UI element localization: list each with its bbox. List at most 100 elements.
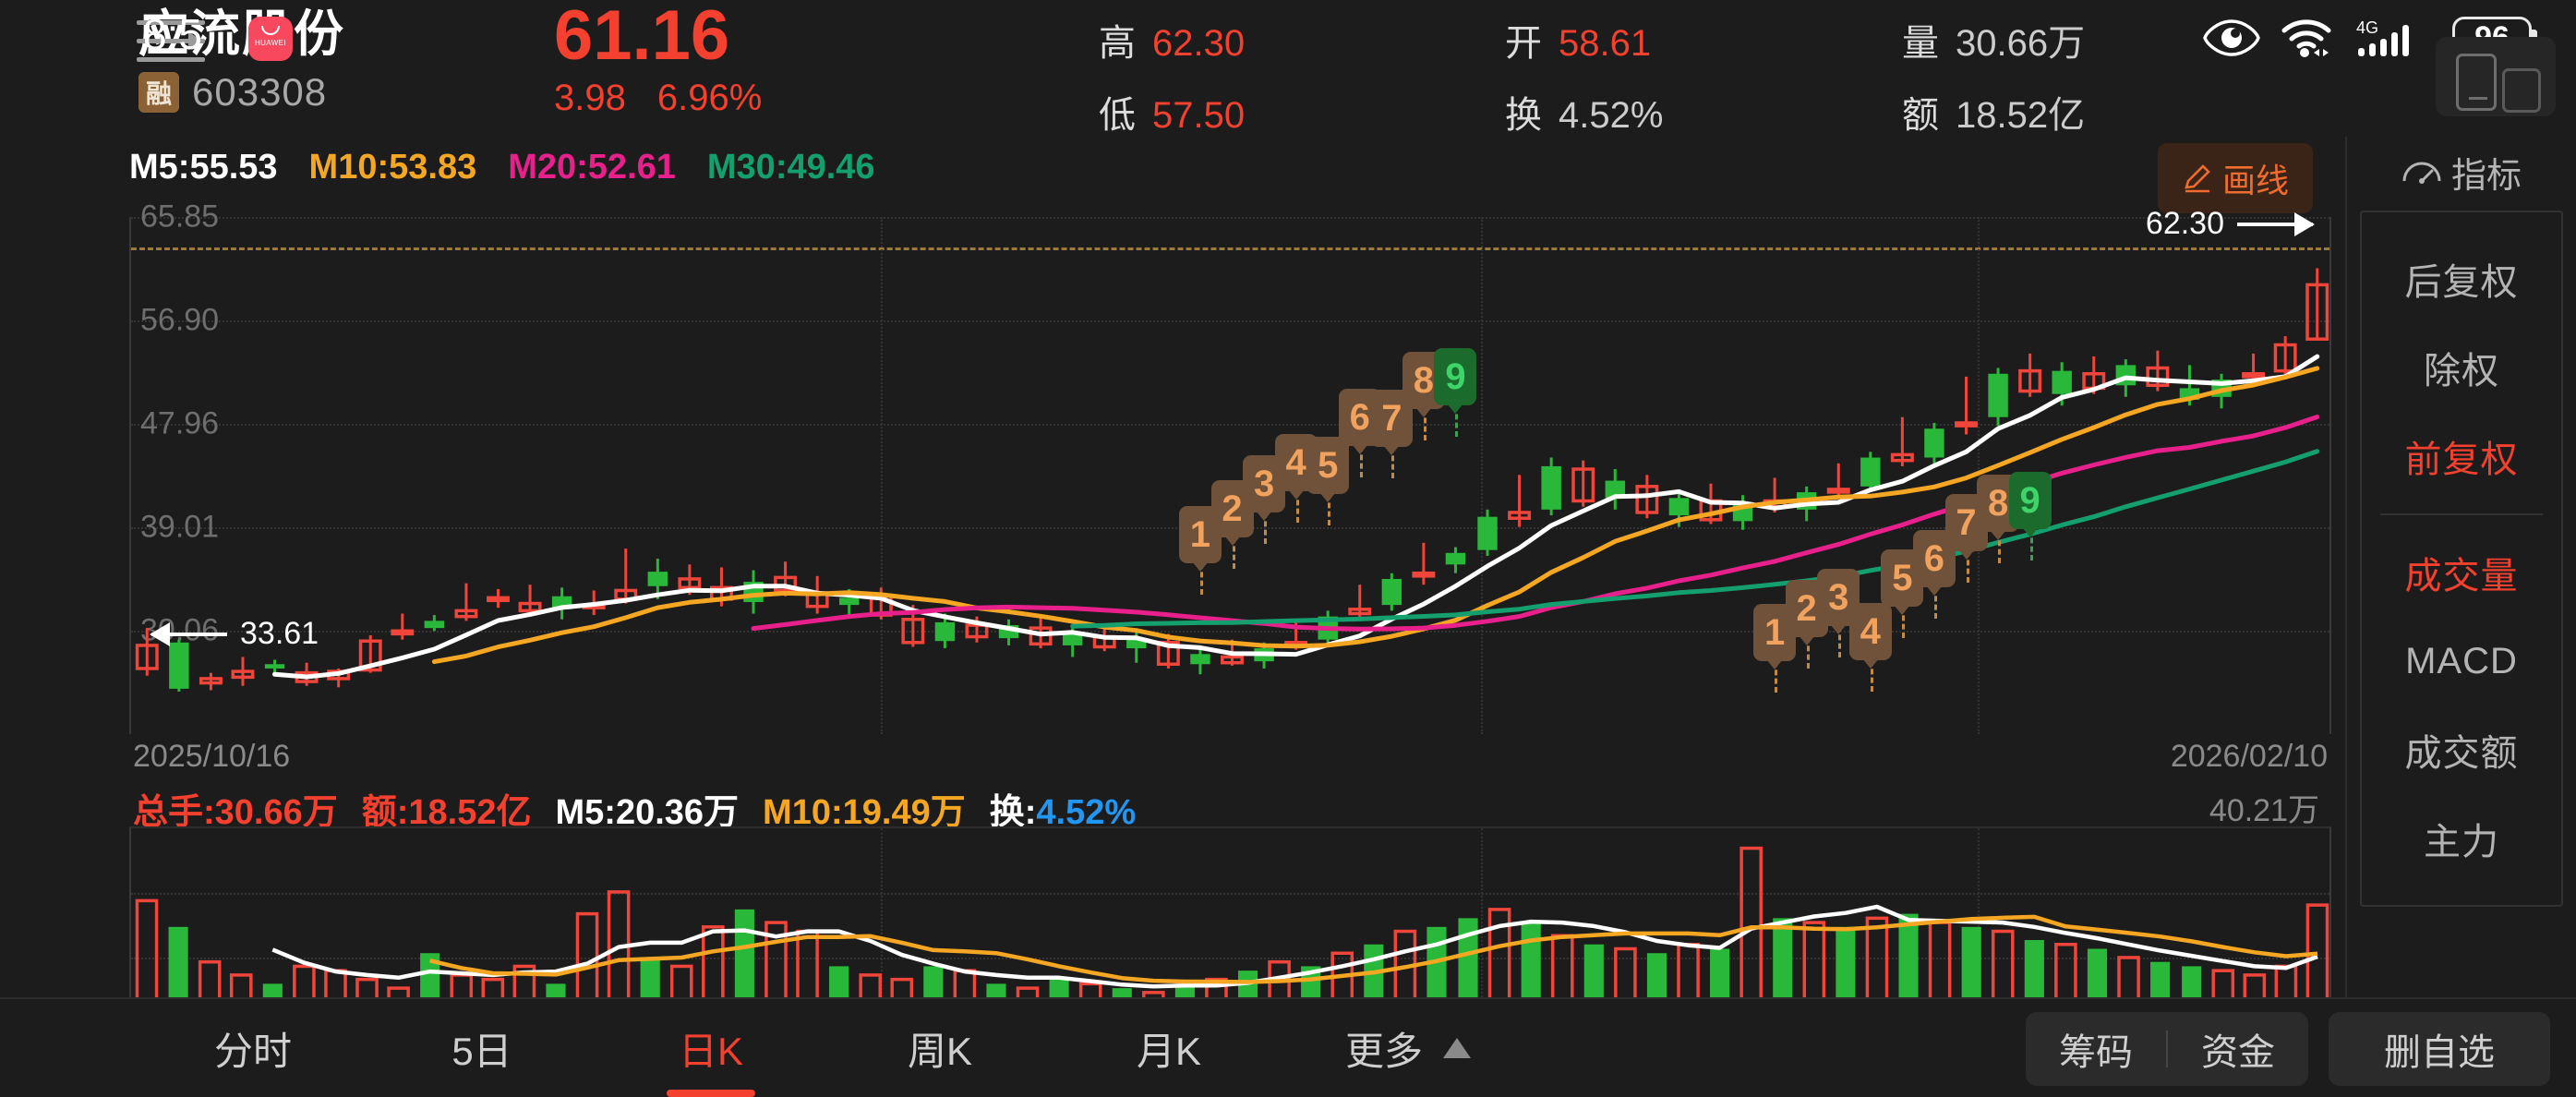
month-separator-1 — [881, 217, 883, 734]
gridline-30-06 — [131, 631, 2329, 633]
funds-button[interactable]: 资金 — [2201, 1032, 2275, 1073]
stat-volume: 量 30.66万 — [1902, 13, 2085, 66]
sidebar-item-volume[interactable]: 成交量 — [2404, 556, 2519, 597]
tab-5day-label: 5日 — [451, 1029, 512, 1073]
stat-high-value: 62.30 — [1152, 23, 1246, 64]
volume-month-separator-2 — [1481, 828, 1483, 1023]
tab-fenshi-label: 分时 — [213, 1029, 292, 1073]
td-stem-2 — [1232, 537, 1235, 569]
price-chart-panel[interactable]: 65.85 56.90 47.96 39.01 30.06 62.30 33.6… — [129, 199, 2331, 734]
sidebar-item-chuquan[interactable]: 除权 — [2424, 351, 2499, 392]
tab-5day[interactable]: 5日 — [367, 999, 596, 1097]
y-tick-2: 47.96 — [140, 405, 220, 441]
stats-column-1: 高 62.30 低 57.50 — [1099, 13, 1245, 139]
gridline-47-96 — [131, 424, 2329, 426]
indicator-header[interactable]: 指标 — [2347, 137, 2576, 207]
tab-daily-k[interactable]: 日K — [596, 999, 825, 1097]
volume-max-label: 40.21万 — [2209, 793, 2319, 828]
stat-open-value: 58.61 — [1559, 23, 1652, 64]
tab-fenshi[interactable]: 分时 — [138, 999, 367, 1097]
stat-amount: 额 18.52亿 — [1902, 85, 2085, 139]
td-stem-4 — [1295, 491, 1299, 523]
sidebar-item-macd[interactable]: MACD — [2405, 640, 2518, 681]
volume-chart-panel[interactable] — [129, 826, 2331, 1025]
stat-open: 开 58.61 — [1505, 13, 1663, 66]
price-change-percent: 6.96% — [656, 78, 763, 118]
pencil-icon — [2185, 164, 2210, 193]
price-block: 61.16 3.98 6.96% — [554, 0, 762, 119]
volume-gridline-2 — [131, 958, 2329, 959]
td-stem-1 — [1199, 563, 1203, 595]
td-stem-2 — [1806, 637, 1810, 669]
tab-weekly-k[interactable]: 周K — [825, 999, 1054, 1097]
td-stem-3 — [1264, 512, 1268, 544]
quote-header: 应流股份 融 603308 61.16 3.98 6.96% 高 62.30 低… — [0, 0, 2576, 139]
stat-volume-label: 量 — [1902, 23, 1939, 64]
high-price-marker: 62.30 — [2146, 206, 2315, 242]
draw-line-label: 画线 — [2221, 162, 2289, 199]
td-stem-4 — [1870, 660, 1873, 692]
arrow-left-icon — [150, 621, 227, 646]
arrow-right-icon — [2237, 211, 2315, 236]
td-stem-5 — [1902, 607, 1906, 638]
tab-active-underline — [667, 1090, 755, 1097]
volume-amount: 额:18.52亿 — [361, 793, 532, 832]
stat-turnover-rate: 换 4.52% — [1505, 85, 1663, 139]
stat-amount-value: 18.52亿 — [1956, 95, 2086, 136]
remove-watchlist-button[interactable]: 删自选 — [2329, 1012, 2550, 1086]
stat-low: 低 57.50 — [1099, 85, 1245, 139]
stat-high-label: 高 — [1099, 23, 1136, 64]
change-row: 3.98 6.96% — [554, 78, 762, 119]
td-stem-3 — [1838, 626, 1842, 657]
stock-name: 应流股份 — [138, 6, 345, 62]
stock-code-row: 融 603308 — [138, 70, 345, 115]
indicator-header-label: 指标 — [2450, 156, 2522, 196]
td-marker-9: 9 — [2008, 472, 2052, 529]
volume-turnover: 换: 4.52% — [990, 783, 1136, 834]
bottom-toolbar: 分时 5日 日K 周K 月K 更多 筹码 资金 删 — [0, 997, 2576, 1097]
ma-legend: M5:55.53 M10:53.83 M20:52.61 M30:49.46 — [129, 148, 875, 187]
stats-column-3: 量 30.66万 额 18.52亿 — [1902, 13, 2085, 139]
low-price-label: 33.61 — [240, 616, 319, 651]
sidebar-item-houfuquan[interactable]: 后复权 — [2404, 262, 2519, 303]
tab-monthly-k[interactable]: 月K — [1054, 999, 1283, 1097]
chips-button[interactable]: 筹码 — [2059, 1032, 2133, 1073]
margin-trading-tag: 融 — [138, 72, 179, 113]
tab-more[interactable]: 更多 — [1283, 999, 1533, 1097]
td-marker-9: 9 — [1434, 348, 1477, 405]
stock-identity[interactable]: 应流股份 融 603308 — [138, 7, 345, 115]
gauge-icon — [2402, 162, 2441, 184]
ma10-legend: M10:53.83 — [308, 148, 477, 187]
volume-turnover-label: 换: — [989, 793, 1037, 832]
td-stem-6 — [1933, 587, 1937, 619]
period-tabs: 分时 5日 日K 周K 月K 更多 — [138, 999, 1533, 1097]
volume-series — [135, 846, 2329, 1023]
stat-turnover-label: 换 — [1505, 95, 1542, 136]
triangle-up-icon — [1443, 1038, 1471, 1058]
tab-monthly-k-label: 月K — [1136, 1029, 1201, 1073]
stat-amount-label: 额 — [1902, 95, 1939, 136]
sidebar-item-mainforce[interactable]: 主力 — [2424, 822, 2499, 862]
draw-line-button[interactable]: 画线 — [2157, 143, 2313, 213]
ma20-legend: M20:52.61 — [508, 148, 676, 187]
tab-weekly-k-label: 周K — [907, 1029, 972, 1073]
volume-turnover-value: 4.52% — [1036, 793, 1137, 832]
gridline-56-90 — [131, 320, 2329, 322]
td-marker-4: 4 — [1848, 603, 1892, 660]
stats-column-2: 开 58.61 换 4.52% — [1505, 13, 1663, 139]
volume-legend: 总手:30.66万 额:18.52亿 M5:20.36万 M10:19.49万 … — [133, 783, 1136, 834]
sidebar-item-amount[interactable]: 成交额 — [2404, 733, 2519, 774]
tab-daily-k-label: 日K — [678, 1029, 743, 1073]
stat-turnover-value: 4.52% — [1559, 95, 1664, 136]
td-stem-1 — [1775, 661, 1778, 693]
sidebar-item-qianfuquan[interactable]: 前复权 — [2404, 440, 2519, 480]
td-stem-8 — [1423, 409, 1426, 440]
indicator-panel: 后复权 除权 前复权 成交量 MACD 成交额 主力 — [2360, 211, 2563, 907]
date-axis: 2025/10/16 2026/02/10 — [129, 739, 2331, 783]
ma30-legend: M30:49.46 — [706, 148, 875, 187]
td-stem-8 — [1998, 532, 2002, 563]
y-tick-3: 39.01 — [140, 509, 220, 545]
date-end: 2026/02/10 — [2170, 739, 2328, 774]
gridline-65-85 — [131, 217, 2329, 219]
volume-month-separator-3 — [1978, 828, 1980, 1023]
